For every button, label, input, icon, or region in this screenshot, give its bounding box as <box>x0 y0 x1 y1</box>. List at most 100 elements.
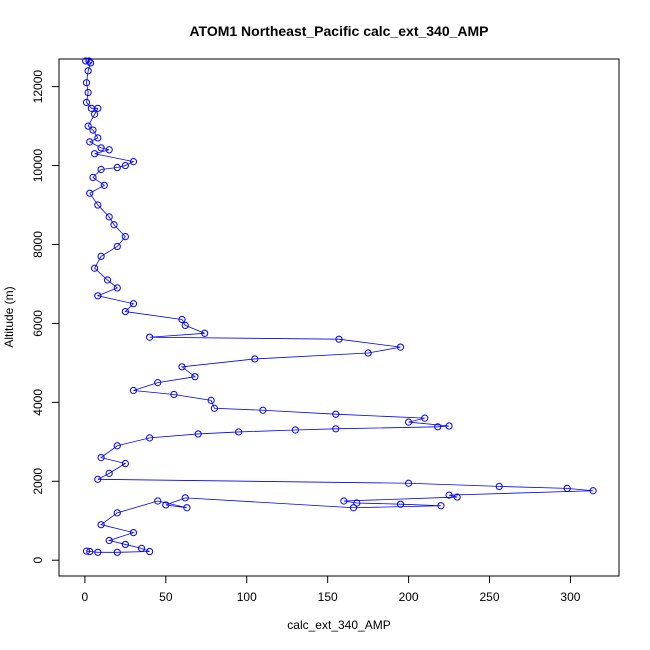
x-tick-label: 200 <box>399 590 419 604</box>
data-point <box>154 497 162 505</box>
data-point <box>137 544 146 552</box>
data-point <box>349 504 358 512</box>
data-point <box>82 98 91 107</box>
y-tick-label: 8000 <box>31 231 45 258</box>
data-point <box>85 57 93 65</box>
y-axis-label: Altitude (m) <box>2 286 16 347</box>
data-point <box>251 355 259 363</box>
data-point <box>105 146 113 154</box>
x-tick-label: 50 <box>159 590 173 604</box>
data-point <box>97 521 105 529</box>
data-point <box>94 548 102 556</box>
data-point <box>332 410 340 418</box>
data-point <box>110 221 118 229</box>
data-point <box>84 88 92 97</box>
data-point <box>129 158 138 166</box>
data-point <box>235 428 243 436</box>
data-point <box>89 173 97 181</box>
data-point <box>86 59 95 67</box>
x-tick-label: 100 <box>237 590 257 604</box>
data-point <box>129 528 138 537</box>
data-point <box>201 329 209 337</box>
data-point <box>146 547 154 556</box>
data-point <box>437 502 445 510</box>
data-point <box>589 487 597 495</box>
data-point <box>181 321 189 329</box>
data-point <box>162 501 170 509</box>
data-point <box>100 181 108 189</box>
data-point <box>113 242 121 251</box>
plot-frame <box>58 58 620 577</box>
x-tick-label: 300 <box>560 590 580 604</box>
x-tick-label: 0 <box>82 590 89 604</box>
data-point <box>396 500 405 508</box>
y-tick-label: 12000 <box>31 70 45 104</box>
data-point <box>86 138 94 146</box>
data-point <box>94 104 102 112</box>
data-point <box>445 491 453 499</box>
data-point <box>94 292 102 300</box>
data-point <box>113 548 121 556</box>
data-point <box>291 426 299 434</box>
data-point <box>121 307 129 316</box>
data-point <box>129 300 138 308</box>
x-tick-label: 150 <box>318 590 338 604</box>
data-point <box>94 475 102 483</box>
data-point <box>89 126 97 134</box>
data-point <box>113 509 121 517</box>
data-point <box>103 276 112 284</box>
data-point <box>97 165 105 174</box>
data-point <box>86 189 94 197</box>
data-point <box>91 264 99 272</box>
y-tick-label: 2000 <box>31 468 45 495</box>
y-tick-label: 6000 <box>31 310 45 337</box>
chart-title: ATOM1 Northeast_Pacific calc_ext_340_AMP <box>189 23 488 39</box>
data-point <box>82 57 90 65</box>
data-point <box>113 284 121 292</box>
data-point <box>421 414 429 422</box>
data-point <box>259 406 267 414</box>
data-point <box>210 404 218 412</box>
data-point <box>563 484 571 492</box>
data-point <box>97 252 105 260</box>
data-point <box>404 418 413 426</box>
data-point <box>335 335 343 343</box>
data-point <box>121 459 129 468</box>
series-line <box>85 60 594 553</box>
data-point <box>434 423 442 431</box>
data-point <box>183 504 191 512</box>
data-point <box>353 499 361 507</box>
data-point <box>82 547 91 555</box>
y-tick-label: 4000 <box>31 389 45 416</box>
x-axis: 0 50 100 150 200 250 300 <box>82 575 581 604</box>
x-tick-label: 250 <box>480 590 500 604</box>
data-point <box>146 434 154 442</box>
data-point <box>332 425 340 433</box>
data-point <box>94 201 102 209</box>
data-point <box>445 422 453 430</box>
data-point <box>91 150 99 158</box>
data-point <box>340 497 348 505</box>
data-point <box>495 482 503 491</box>
data-point <box>207 396 215 404</box>
data-point <box>97 454 105 462</box>
data-point <box>121 540 129 549</box>
data-point <box>97 144 105 152</box>
data-point <box>121 161 129 170</box>
data-point <box>94 134 102 142</box>
data-point <box>121 232 129 241</box>
data-point <box>404 479 413 487</box>
data-point <box>84 122 92 130</box>
data-point <box>105 469 113 477</box>
data-point <box>84 67 92 75</box>
data-point <box>181 494 189 502</box>
data-point <box>113 163 121 172</box>
data-point <box>396 343 405 351</box>
data-point <box>191 373 199 381</box>
data-point <box>105 213 113 221</box>
data-point <box>82 79 91 87</box>
data-point <box>170 390 178 399</box>
data-point <box>178 363 186 371</box>
data-point <box>453 493 461 501</box>
